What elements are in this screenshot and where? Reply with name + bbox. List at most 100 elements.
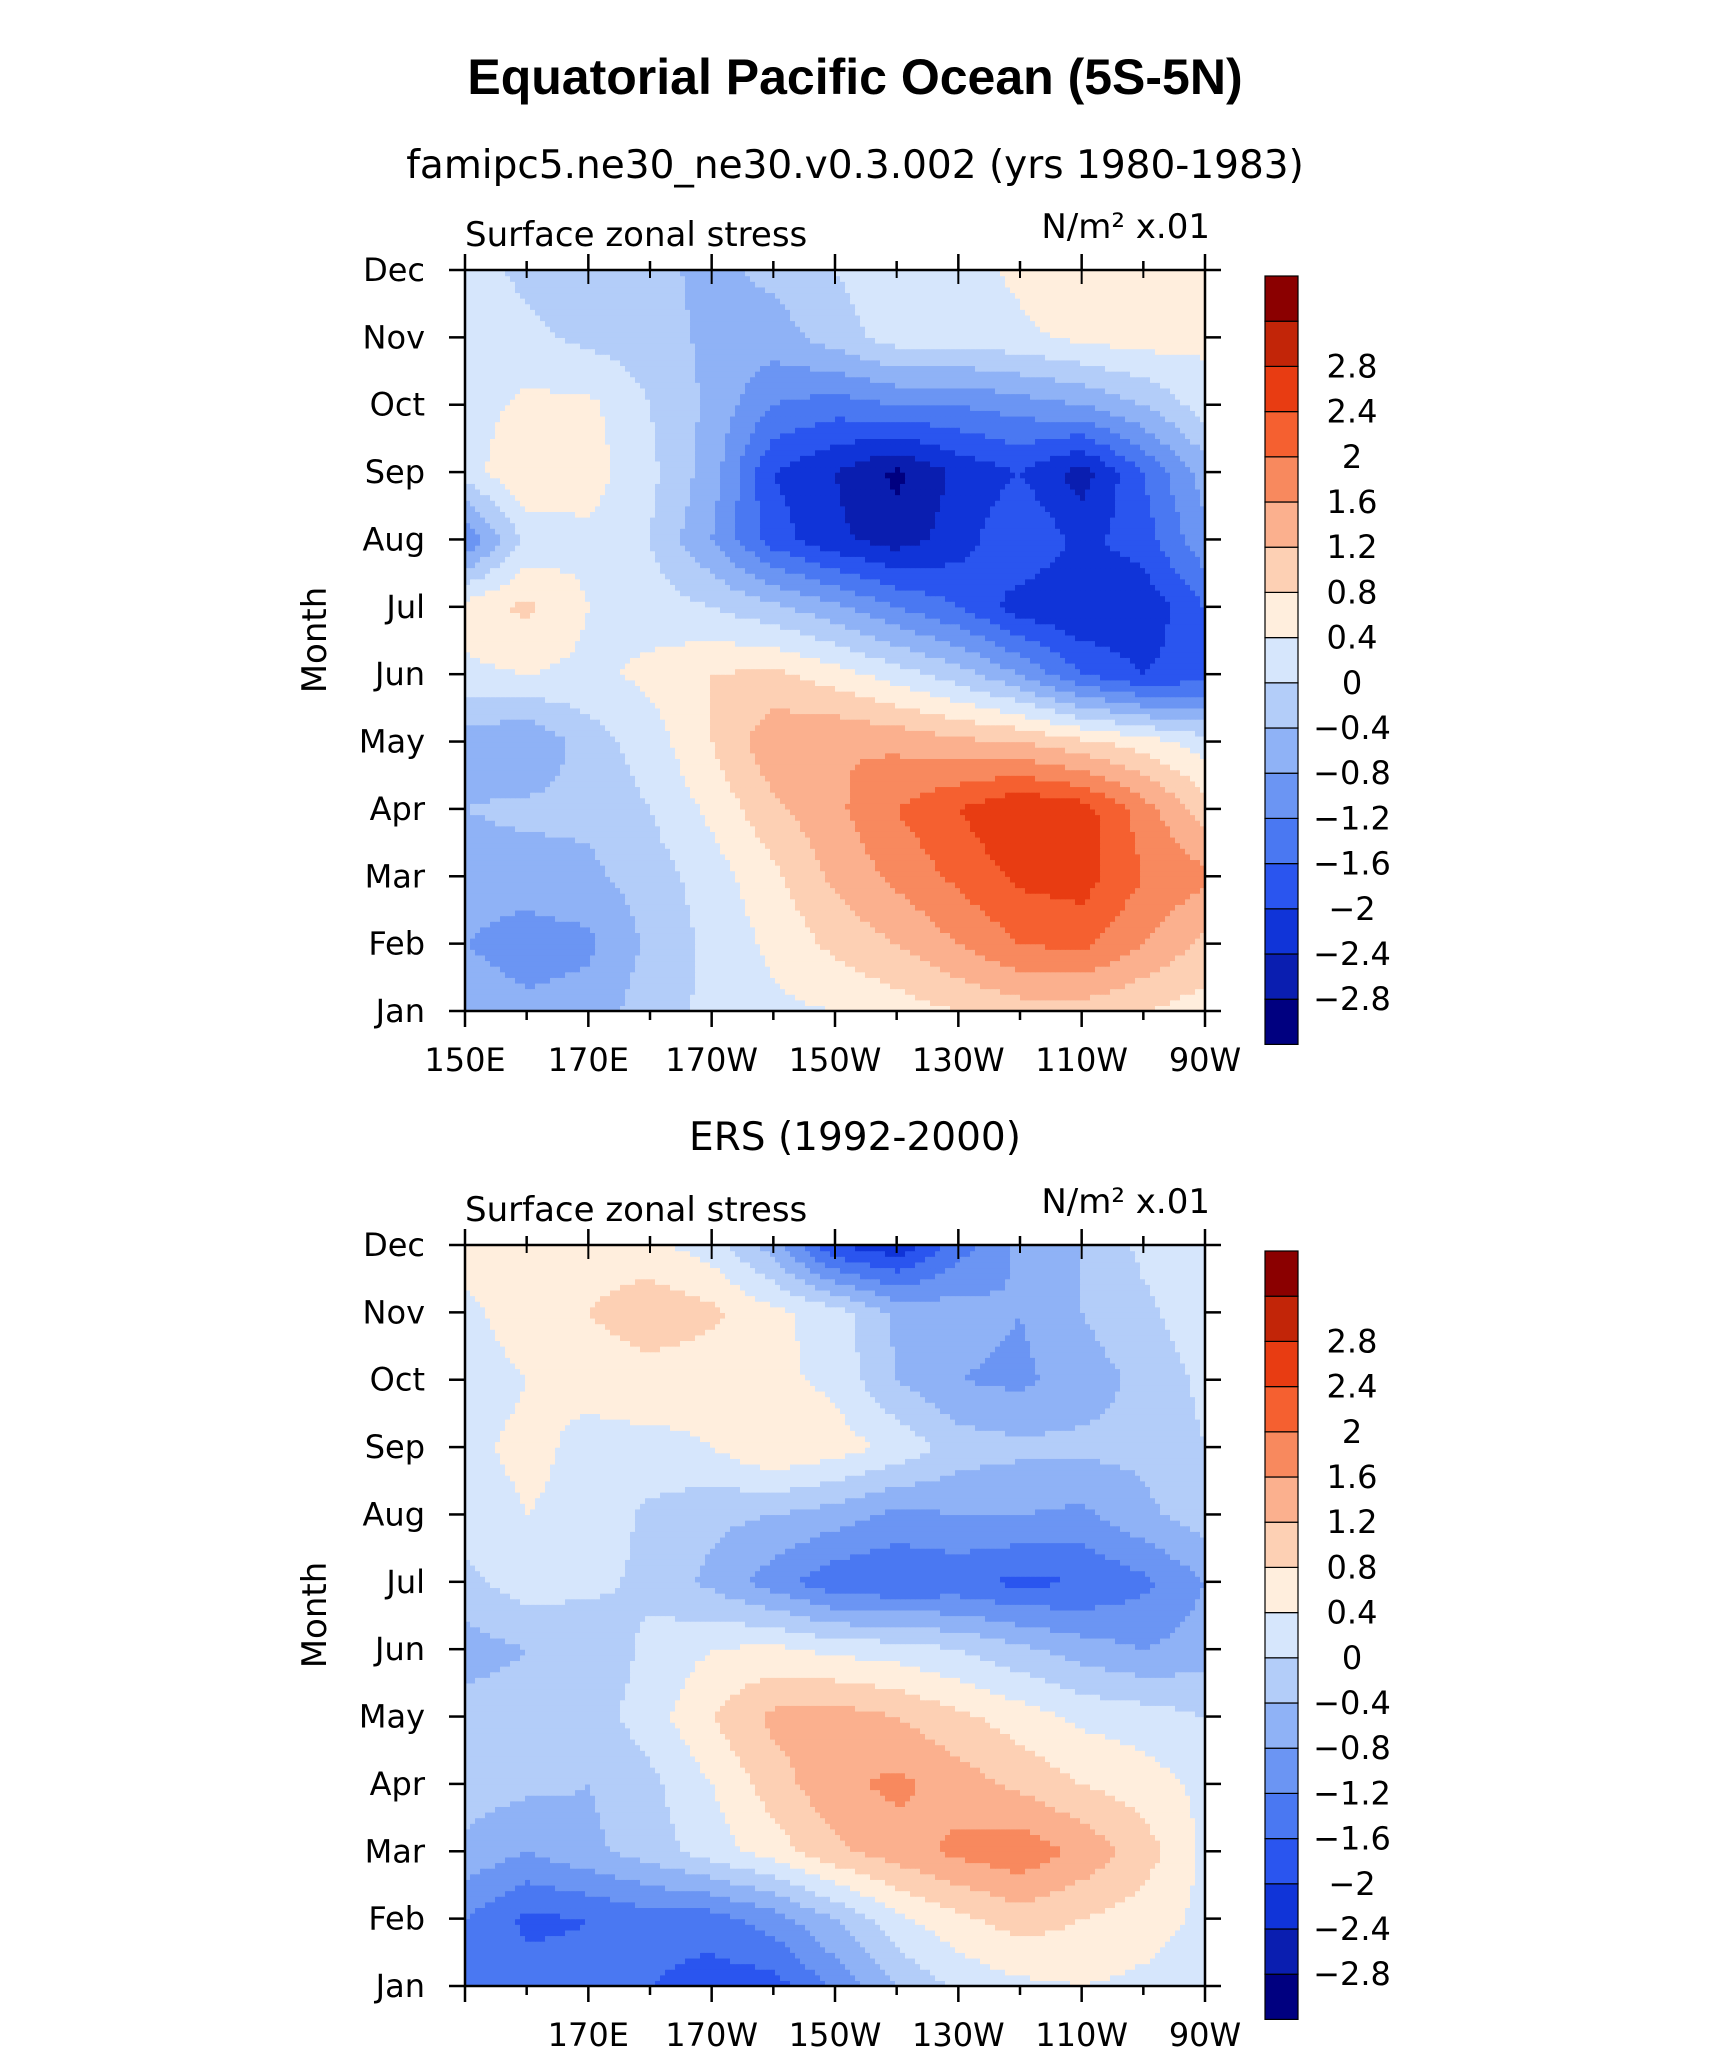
heatmap-cell — [555, 881, 561, 889]
heatmap-cell — [475, 1005, 481, 1011]
heatmap-cell — [585, 1005, 591, 1011]
heatmap-cell — [850, 960, 856, 967]
heatmap-cell — [1150, 870, 1156, 877]
heatmap-cell — [650, 1005, 656, 1011]
heatmap-cell — [745, 954, 751, 962]
heatmap-cell — [665, 825, 671, 832]
heatmap-cell — [1115, 971, 1121, 978]
heatmap-cell — [645, 949, 651, 956]
heatmap-cell — [825, 966, 831, 973]
heatmap-cell — [720, 876, 726, 883]
heatmap-cell — [830, 898, 836, 905]
heatmap-cell — [640, 842, 646, 849]
heatmap-cell — [925, 831, 931, 838]
heatmap-cell — [1015, 859, 1021, 866]
heatmap-cell — [1010, 977, 1016, 984]
heatmap-cell — [840, 842, 846, 849]
heatmap-cell — [780, 881, 786, 889]
heatmap-cell — [1010, 932, 1016, 939]
heatmap-cell — [1015, 921, 1021, 928]
heatmap-cell — [1200, 853, 1205, 861]
heatmap-cell — [540, 887, 546, 894]
heatmap-cell — [1150, 949, 1156, 956]
heatmap-cell — [1080, 904, 1086, 911]
heatmap-cell — [1045, 994, 1051, 1001]
heatmap-cell — [980, 853, 986, 861]
heatmap-cell — [1180, 977, 1186, 984]
heatmap-cell — [595, 836, 601, 844]
heatmap-cell — [1175, 909, 1181, 917]
heatmap-cell — [810, 954, 816, 962]
heatmap-cell — [970, 853, 976, 861]
heatmap-cell — [895, 898, 901, 905]
heatmap-cell — [620, 831, 626, 838]
heatmap-cell — [630, 938, 636, 945]
heatmap-cell — [740, 870, 746, 877]
heatmap-cell — [990, 977, 996, 984]
heatmap-cell — [1025, 1005, 1031, 1011]
heatmap-cell — [1090, 836, 1096, 844]
heatmap-cell — [1080, 938, 1086, 945]
heatmap-cell — [955, 820, 961, 827]
heatmap-cell — [690, 932, 696, 939]
heatmap-cell — [595, 994, 601, 1001]
heatmap-cell — [735, 938, 741, 945]
heatmap-cell — [710, 999, 716, 1006]
heatmap-cell — [525, 831, 531, 838]
heatmap-cell — [995, 977, 1001, 984]
heatmap-cell — [760, 881, 766, 889]
heatmap-cell — [1000, 859, 1006, 866]
heatmap-cell — [605, 926, 611, 934]
heatmap-cell — [560, 932, 566, 939]
heatmap-cell — [1185, 842, 1191, 849]
heatmap-cell — [595, 988, 601, 995]
heatmap-cell — [1005, 954, 1011, 962]
heatmap-cell — [740, 926, 746, 934]
heatmap-cell — [1055, 870, 1061, 877]
heatmap-cell — [560, 949, 566, 956]
heatmap-cell — [1130, 836, 1136, 844]
heatmap-cell — [1130, 932, 1136, 939]
heatmap-cell — [1015, 865, 1021, 872]
heatmap-cell — [865, 893, 871, 900]
heatmap-cell — [1050, 904, 1056, 911]
heatmap-cell — [865, 915, 871, 922]
heatmap-cell — [770, 898, 776, 905]
heatmap-cell — [615, 848, 621, 855]
heatmap-cell — [560, 909, 566, 917]
heatmap-cell — [715, 994, 721, 1001]
heatmap-cell — [1060, 915, 1066, 922]
heatmap-cell — [880, 1005, 886, 1011]
heatmap-cell — [720, 954, 726, 962]
heatmap-cell — [885, 898, 891, 905]
heatmap-cell — [835, 988, 841, 995]
heatmap-cell — [930, 865, 936, 872]
heatmap-cell — [890, 909, 896, 917]
heatmap-cell — [930, 881, 936, 889]
heatmap-cell — [1125, 977, 1131, 984]
heatmap-cell — [765, 938, 771, 945]
heatmap-cell — [890, 825, 896, 832]
heatmap-cell — [470, 994, 476, 1001]
heatmap-cell — [1080, 949, 1086, 956]
heatmap-cell — [1140, 938, 1146, 945]
heatmap-cell — [605, 876, 611, 883]
heatmap-cell — [1035, 887, 1041, 894]
heatmap-cell — [880, 825, 886, 832]
heatmap-cell — [855, 966, 861, 973]
heatmap-cell — [560, 921, 566, 928]
heatmap-cell — [1120, 909, 1126, 917]
heatmap-cell — [630, 921, 636, 928]
heatmap-cell — [570, 881, 576, 889]
heatmap-cell — [485, 859, 491, 866]
heatmap-cell — [690, 1005, 696, 1011]
heatmap-cell — [815, 853, 821, 861]
heatmap-cell — [1075, 881, 1081, 889]
heatmap-cell — [890, 971, 896, 978]
heatmap-cell — [485, 994, 491, 1001]
heatmap-cell — [690, 966, 696, 973]
heatmap-cell — [925, 825, 931, 832]
heatmap-cell — [950, 881, 956, 889]
heatmap-cell — [1175, 853, 1181, 861]
heatmap-cell — [670, 887, 676, 894]
